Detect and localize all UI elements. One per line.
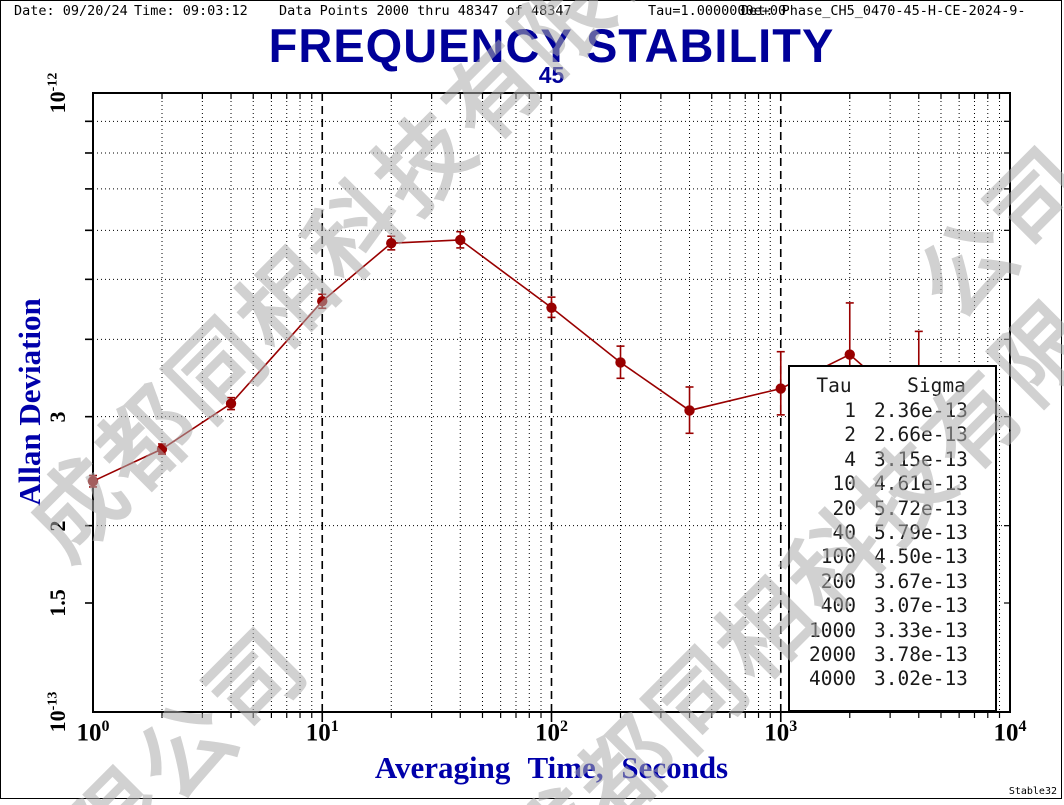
header-tau-info: Tau=1.0000000e+00: [648, 3, 787, 19]
data-point-marker: [386, 237, 397, 249]
table-cell-sigma: 2.66e-13: [874, 423, 968, 447]
tau-sigma-table: Tau Sigma 1 2.36e-13 2 2.66e-13 4 3.15e-13 10 4…: [788, 365, 997, 712]
table-cell-tau: 4: [844, 447, 856, 471]
data-point-marker: [156, 443, 168, 455]
table-cell-tau: 200: [820, 569, 856, 593]
x-tick-label: 100: [76, 718, 110, 747]
plot-frame: [92, 92, 1011, 713]
x-tick-label: 102: [535, 718, 568, 747]
page-title: FREQUENCY STABILITY: [268, 19, 835, 72]
table-row: 20 5.72e-13: [790, 497, 995, 521]
table-cell-sigma: 3.78e-13: [874, 643, 968, 667]
table-cell-sigma: 3.02e-13: [874, 667, 968, 691]
table-cell-sigma: 4.61e-13: [874, 472, 968, 496]
table-cell-tau: 400: [820, 594, 856, 618]
x-tick-label: 103: [764, 718, 798, 747]
table-header-tau: Tau: [816, 374, 852, 397]
header-data-points: Data Points 2000 thru 48347 of 48347: [279, 3, 572, 19]
stable32-brand: Stable32: [1008, 786, 1057, 797]
table-row: 2000 3.78e-13: [790, 643, 995, 667]
data-point-marker: [844, 349, 855, 360]
header-date: Date: 09/20/24: [14, 3, 128, 19]
table-cell-tau: 100: [820, 545, 856, 569]
table-row: 40 5.79e-13: [790, 521, 995, 545]
table-cell-tau: 1000: [809, 618, 856, 642]
data-point-marker: [775, 383, 786, 394]
table-header-sigma: Sigma: [907, 374, 966, 397]
header-time: Time: 09:03:12: [134, 3, 248, 19]
table-cell-sigma: 5.79e-13: [874, 521, 968, 545]
table-row: 2 2.66e-13: [790, 423, 995, 447]
data-point-marker: [317, 295, 328, 307]
table-cell-sigma: 2.36e-13: [874, 399, 968, 422]
table-cell-tau: 4000: [809, 667, 856, 691]
table-cell-tau: 20: [832, 496, 856, 520]
table-cell-sigma: 5.72e-13: [874, 496, 968, 520]
x-axis-title: Averaging Time, Seconds: [374, 750, 729, 785]
table-cell-tau: 1: [844, 399, 856, 422]
table-row: 10 4.61e-13: [790, 472, 995, 496]
data-point-marker: [225, 398, 237, 409]
table-row: 4000 3.02e-13: [790, 667, 995, 691]
table-row: 1 2.36e-13: [790, 399, 995, 423]
header-det-info: Det: Phase_CH5_0470-45-H-CE-2024-9-: [741, 3, 1026, 19]
table-row: 1000 3.33e-13: [790, 619, 995, 643]
x-tick-label: 101: [305, 718, 339, 747]
table-cell-tau: 40: [832, 521, 856, 545]
table-row: 100 4.50e-13: [790, 545, 995, 569]
table-cell-sigma: 3.07e-13: [874, 594, 968, 618]
table-cell-sigma: 3.67e-13: [874, 569, 968, 593]
data-point-marker: [455, 234, 466, 246]
table-header-row: Tau Sigma: [790, 373, 995, 399]
data-point-marker: [87, 475, 99, 487]
table-row: 4 3.15e-13: [790, 448, 995, 472]
data-point-marker: [546, 302, 557, 313]
x-tick-label: 104: [993, 718, 1027, 747]
table-cell-tau: 2: [844, 423, 856, 447]
table-cell-sigma: 3.33e-13: [874, 618, 968, 642]
table-row: 200 3.67e-13: [790, 570, 995, 594]
table-cell-sigma: 3.15e-13: [874, 447, 968, 471]
page-subtitle: 45: [538, 62, 565, 88]
table-cell-tau: 2000: [809, 643, 856, 667]
table-cell-sigma: 4.50e-13: [874, 545, 968, 569]
table-cell-tau: 10: [832, 472, 856, 496]
table-row: 400 3.07e-13: [790, 594, 995, 618]
data-point-marker: [615, 357, 626, 368]
data-point-marker: [684, 405, 695, 416]
